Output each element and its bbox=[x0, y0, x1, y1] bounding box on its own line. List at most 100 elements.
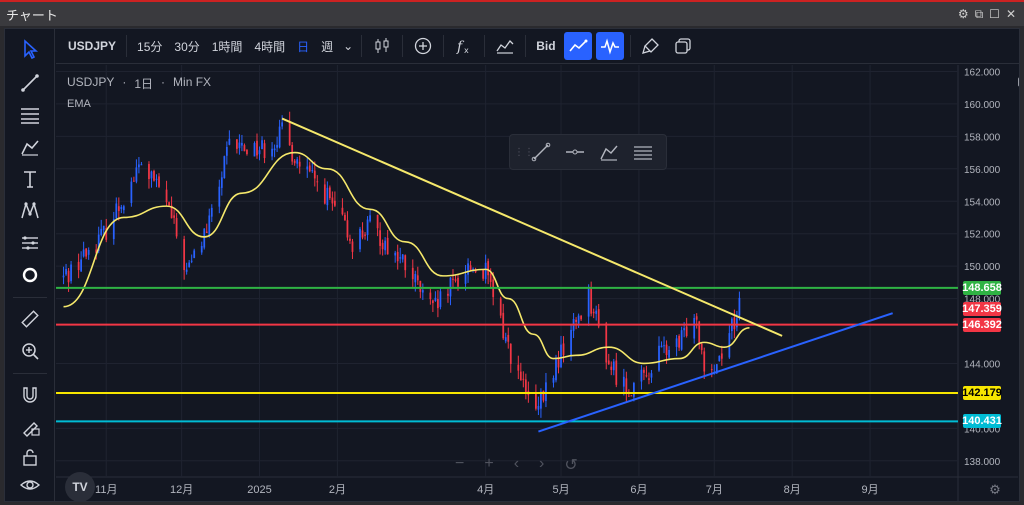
candle-body bbox=[331, 197, 334, 204]
price-badge-yellow: 142.179 bbox=[962, 385, 1002, 400]
candle-body bbox=[379, 230, 381, 246]
candle-body bbox=[205, 231, 208, 233]
timeframe-4h[interactable]: 4時間 bbox=[254, 39, 286, 54]
candle-body bbox=[612, 361, 615, 371]
float-brush-icon[interactable] bbox=[592, 137, 626, 167]
trendline-tool-icon[interactable] bbox=[15, 69, 45, 97]
x-tick-label: 11月 bbox=[95, 484, 117, 496]
candle-body bbox=[439, 291, 442, 307]
candle-body bbox=[328, 187, 331, 199]
price-chart[interactable]: 162.000 160.000 158.000 156.000 154.000 152.0… bbox=[56, 65, 1018, 501]
measure-tool-icon[interactable] bbox=[15, 229, 45, 257]
zoom-in-button[interactable]: + bbox=[484, 455, 494, 472]
pattern-tool-icon[interactable] bbox=[15, 197, 45, 225]
candle-body bbox=[208, 215, 211, 236]
unlock-icon[interactable] bbox=[15, 443, 45, 471]
candle-body bbox=[376, 214, 379, 229]
visibility-icon[interactable] bbox=[15, 471, 45, 499]
legend-indicator-ema[interactable]: EMA bbox=[67, 98, 91, 110]
x-tick-label: 7月 bbox=[706, 484, 723, 496]
candle-body bbox=[404, 255, 407, 271]
y-tick-label: 140.000 bbox=[964, 424, 1001, 435]
candle-body bbox=[663, 345, 665, 347]
timeframe-15m[interactable]: 15分 bbox=[137, 39, 163, 54]
y-tick-label: 144.000 bbox=[964, 359, 1001, 370]
candle-body bbox=[715, 364, 718, 374]
candle-body bbox=[698, 321, 701, 345]
candle-body bbox=[366, 219, 369, 236]
x-tick-label: 4月 bbox=[477, 484, 494, 496]
ruler-icon[interactable] bbox=[15, 305, 45, 333]
text-tool-icon[interactable] bbox=[15, 165, 45, 193]
chart-navigation: − + ‹ › ↺ bbox=[455, 455, 578, 475]
candle-body bbox=[80, 259, 83, 272]
maximize-icon[interactable]: ☐ bbox=[989, 6, 1000, 21]
candle-body bbox=[153, 170, 155, 181]
tradingview-logo[interactable]: TV bbox=[65, 472, 95, 502]
price-badge-cyan: 140.431 bbox=[962, 414, 1002, 429]
candle-body bbox=[411, 267, 414, 280]
y-tick-label: 158.000 bbox=[964, 132, 1001, 143]
timeframe-1d[interactable]: 日 bbox=[297, 39, 310, 54]
candle-body bbox=[281, 122, 284, 127]
zoom-in-icon[interactable] bbox=[15, 337, 45, 365]
drag-handle-icon[interactable]: ⋮⋮ bbox=[514, 146, 534, 158]
scroll-back-button[interactable]: ‹ bbox=[513, 455, 520, 472]
candle-body bbox=[519, 371, 522, 381]
candle-body bbox=[140, 164, 143, 166]
close-icon[interactable]: ✕ bbox=[1005, 6, 1016, 21]
scroll-forward-button[interactable]: › bbox=[539, 455, 545, 472]
float-hline-icon[interactable] bbox=[558, 137, 592, 167]
candle-body bbox=[133, 180, 135, 182]
candle-body bbox=[150, 171, 153, 179]
candle-body bbox=[627, 395, 630, 397]
chart-mode-wave-icon[interactable] bbox=[595, 32, 624, 60]
candle-body bbox=[474, 270, 477, 273]
cursor-icon[interactable] bbox=[15, 35, 45, 63]
reset-chart-button[interactable]: ↺ bbox=[564, 457, 578, 474]
timeframe-1w[interactable]: 週 bbox=[321, 39, 334, 54]
candle-body bbox=[633, 383, 635, 397]
timeframe-dropdown-icon[interactable]: ⌄ bbox=[343, 39, 354, 53]
templates-icon[interactable] bbox=[491, 32, 519, 60]
candle-body bbox=[560, 344, 562, 368]
legend-source: Min FX bbox=[173, 75, 212, 89]
candle-body bbox=[168, 202, 170, 206]
fib-tool-icon[interactable] bbox=[15, 101, 45, 129]
candle-body bbox=[452, 278, 454, 280]
popout-icon[interactable]: ⧉ bbox=[974, 6, 984, 21]
brush-tool-icon[interactable] bbox=[15, 133, 45, 161]
candle-body bbox=[605, 323, 608, 363]
candle-body bbox=[733, 317, 736, 330]
chart-legend: USDJPY · 1日 · Min FX EMA bbox=[67, 75, 212, 110]
circle-tool-icon[interactable] bbox=[15, 261, 45, 289]
timeframe-30m[interactable]: 30分 bbox=[174, 39, 200, 54]
candle-body bbox=[484, 262, 487, 280]
chart-mode-line-icon[interactable] bbox=[563, 32, 592, 60]
x-tick-label: 5月 bbox=[552, 484, 569, 496]
symbol-search-button[interactable]: USDJPY bbox=[68, 39, 117, 53]
candle-body bbox=[615, 360, 618, 385]
candle-body bbox=[311, 170, 314, 172]
candle-body bbox=[102, 225, 105, 231]
float-trendline-icon[interactable] bbox=[524, 137, 558, 167]
window-titlebar: チャート ⚙ ⧉ ☐ ✕ bbox=[0, 0, 1024, 26]
float-fib-icon[interactable] bbox=[626, 137, 660, 167]
zoom-out-button[interactable]: − bbox=[455, 455, 465, 472]
magnet-icon[interactable] bbox=[15, 381, 45, 409]
candle-body bbox=[447, 293, 449, 296]
timeframe-1h[interactable]: 1時間 bbox=[211, 39, 243, 54]
clone-icon[interactable] bbox=[669, 32, 697, 60]
clear-drawings-icon[interactable] bbox=[637, 32, 665, 60]
compare-add-icon[interactable] bbox=[409, 32, 437, 60]
svg-text:f: f bbox=[456, 39, 465, 55]
lock-drawing-icon[interactable] bbox=[15, 413, 45, 441]
candle-body bbox=[346, 220, 349, 238]
settings-icon[interactable]: ⚙ bbox=[957, 6, 969, 21]
bid-button[interactable]: Bid bbox=[536, 39, 556, 53]
candle-type-icon[interactable] bbox=[368, 32, 396, 60]
candle-body bbox=[736, 318, 738, 328]
candle-body bbox=[62, 275, 65, 278]
candle-body bbox=[399, 257, 402, 259]
